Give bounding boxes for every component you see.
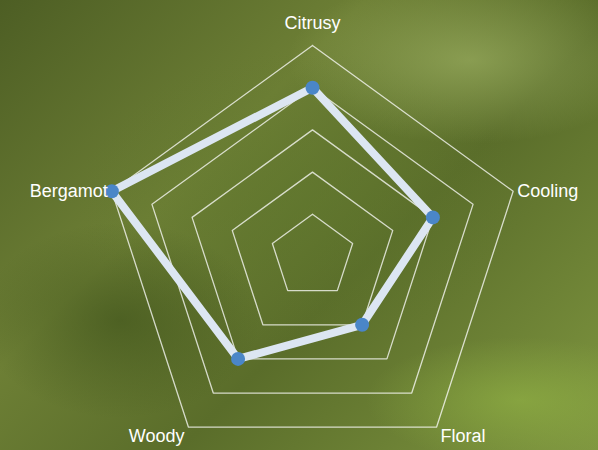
svg-text:Citrusy: Citrusy [284,13,340,33]
svg-text:Bergamot: Bergamot [30,181,108,201]
svg-text:Floral: Floral [441,426,486,446]
svg-text:Cooling: Cooling [517,181,578,201]
svg-text:Woody: Woody [129,426,185,446]
